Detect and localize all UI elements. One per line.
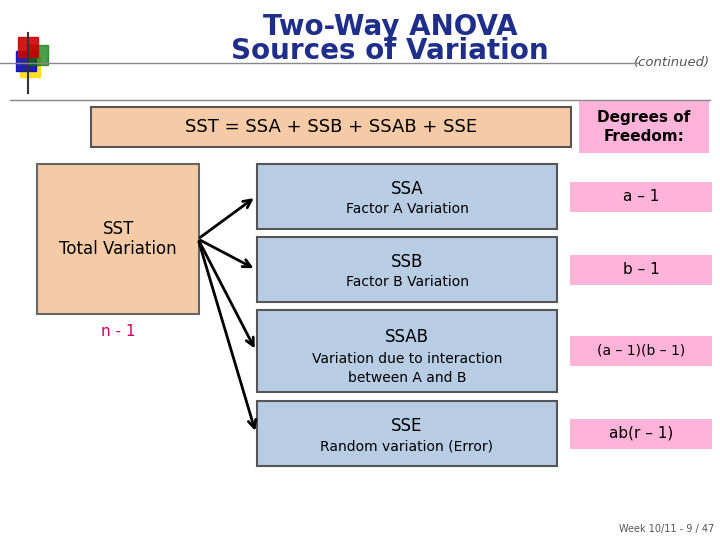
Text: Sources of Variation: Sources of Variation: [231, 37, 549, 65]
Text: SSAB: SSAB: [385, 328, 429, 346]
Bar: [28, 45, 48, 65]
FancyBboxPatch shape: [257, 401, 557, 466]
FancyBboxPatch shape: [37, 164, 199, 314]
FancyBboxPatch shape: [570, 181, 712, 212]
Text: n - 1: n - 1: [101, 323, 135, 339]
Text: Factor B Variation: Factor B Variation: [346, 275, 469, 289]
Text: Variation due to interaction
between A and B: Variation due to interaction between A a…: [312, 353, 502, 385]
FancyBboxPatch shape: [570, 254, 712, 285]
Text: SSB: SSB: [391, 253, 423, 271]
Text: SST: SST: [102, 220, 134, 238]
FancyBboxPatch shape: [579, 101, 709, 153]
FancyBboxPatch shape: [257, 237, 557, 302]
Text: SSE: SSE: [391, 417, 423, 435]
Text: Random variation (Error): Random variation (Error): [320, 439, 493, 453]
FancyBboxPatch shape: [570, 336, 712, 366]
Bar: [20, 57, 40, 77]
FancyBboxPatch shape: [570, 418, 712, 449]
Text: Two-Way ANOVA: Two-Way ANOVA: [263, 13, 517, 41]
Text: Degrees of
Freedom:: Degrees of Freedom:: [598, 110, 690, 144]
Text: (a – 1)(b – 1): (a – 1)(b – 1): [597, 344, 685, 358]
Text: a – 1: a – 1: [623, 189, 660, 204]
Text: Factor A Variation: Factor A Variation: [346, 202, 469, 216]
Text: ab(r – 1): ab(r – 1): [609, 426, 673, 441]
FancyBboxPatch shape: [91, 107, 571, 147]
Text: Week 10/11 - 9 / 47: Week 10/11 - 9 / 47: [618, 524, 714, 534]
Text: (continued): (continued): [634, 56, 710, 69]
FancyBboxPatch shape: [257, 164, 557, 229]
Text: Total Variation: Total Variation: [59, 240, 177, 258]
Bar: [16, 51, 36, 71]
Text: SST = SSA + SSB + SSAB + SSE: SST = SSA + SSB + SSAB + SSE: [185, 118, 477, 136]
FancyBboxPatch shape: [257, 310, 557, 392]
Text: b – 1: b – 1: [623, 262, 660, 277]
Bar: [18, 37, 38, 57]
Text: SSA: SSA: [391, 180, 423, 198]
